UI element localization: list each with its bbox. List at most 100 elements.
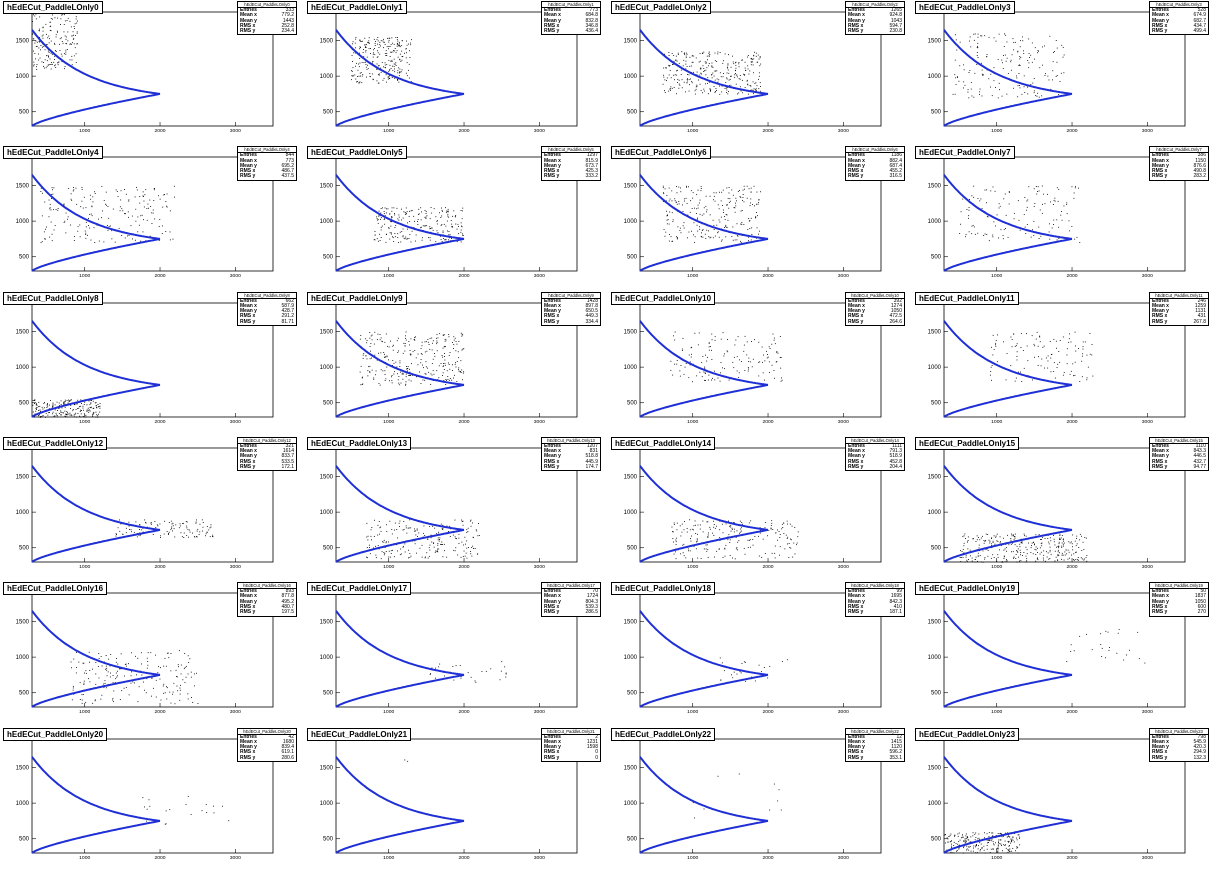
scatter-point bbox=[967, 89, 969, 91]
scatter-point bbox=[755, 89, 757, 91]
scatter-point bbox=[1005, 546, 1007, 548]
scatter-point bbox=[355, 47, 357, 49]
scatter-point bbox=[371, 338, 373, 340]
scatter-point bbox=[421, 341, 423, 343]
scatter-point bbox=[394, 213, 395, 215]
scatter-point bbox=[1022, 36, 1024, 38]
x-tick-label: 1000 bbox=[383, 564, 394, 570]
scatter-point bbox=[399, 53, 401, 55]
scatter-point bbox=[703, 371, 705, 372]
scatter-point bbox=[784, 548, 786, 550]
stats-label: Mean y bbox=[848, 453, 865, 460]
scatter-point bbox=[398, 43, 400, 45]
scatter-point bbox=[1026, 224, 1028, 226]
scatter-point bbox=[967, 838, 969, 840]
scatter-point bbox=[707, 83, 709, 84]
scatter-point bbox=[128, 525, 130, 527]
scatter-point bbox=[711, 333, 713, 335]
scatter-point bbox=[389, 45, 391, 47]
scatter-point bbox=[1010, 842, 1011, 844]
scatter-point bbox=[725, 236, 727, 238]
scatter-point bbox=[973, 197, 975, 199]
scatter-point bbox=[69, 414, 71, 416]
scatter-point bbox=[663, 67, 665, 69]
scatter-point bbox=[92, 196, 94, 198]
scatter-point bbox=[380, 71, 382, 73]
scatter-point bbox=[785, 534, 787, 536]
scatter-point bbox=[963, 542, 965, 544]
scatter-point bbox=[946, 836, 948, 838]
scatter-point bbox=[81, 200, 83, 202]
scatter-point bbox=[378, 46, 380, 48]
scatter-point bbox=[32, 404, 34, 406]
scatter-point bbox=[684, 53, 686, 55]
scatter-point bbox=[1019, 560, 1021, 562]
scatter-point bbox=[717, 232, 718, 234]
scatter-point bbox=[740, 241, 742, 243]
scatter-point bbox=[1000, 229, 1002, 231]
scatter-point bbox=[166, 698, 168, 700]
scatter-point bbox=[39, 28, 40, 30]
scatter-point bbox=[71, 699, 73, 701]
scatter-point bbox=[187, 673, 189, 675]
scatter-point bbox=[98, 405, 100, 407]
scatter-point bbox=[47, 402, 48, 404]
scatter-point bbox=[744, 369, 746, 371]
scatter-point bbox=[380, 558, 382, 559]
y-tick-label: 1500 bbox=[624, 329, 638, 335]
scatter-point bbox=[39, 413, 41, 415]
scatter-point bbox=[1138, 658, 1140, 660]
stats-value: 334.4 bbox=[585, 318, 598, 325]
scatter-point bbox=[63, 204, 65, 206]
stats-row-rms-x: RMS x 539.3 bbox=[542, 604, 600, 610]
scatter-point bbox=[434, 527, 436, 529]
scatter-point bbox=[386, 81, 387, 83]
scatter-point bbox=[461, 335, 463, 337]
scatter-point bbox=[435, 550, 437, 552]
scatter-point bbox=[190, 676, 192, 678]
scatter-point bbox=[964, 839, 966, 841]
histogram-pad: 1000 2000 3000 500 1000 1500 hEdECut_PaddleLOn… bbox=[304, 727, 608, 872]
scatter-point bbox=[39, 37, 41, 38]
scatter-point bbox=[46, 406, 48, 408]
scatter-point bbox=[762, 354, 764, 356]
scatter-point bbox=[147, 652, 149, 654]
scatter-point bbox=[754, 51, 756, 53]
scatter-point bbox=[438, 548, 440, 550]
scatter-point bbox=[697, 533, 698, 535]
scatter-point bbox=[173, 186, 175, 187]
scatter-point bbox=[131, 671, 133, 673]
scatter-point bbox=[963, 535, 965, 537]
scatter-point bbox=[728, 534, 730, 535]
scatter-point bbox=[434, 355, 436, 357]
plot-frame bbox=[639, 11, 882, 127]
upper-edge-curve bbox=[31, 755, 161, 822]
scatter-point bbox=[48, 42, 50, 44]
stats-label: RMS y bbox=[544, 28, 560, 35]
stats-box-title: hEdECut_PaddleLOnly20 bbox=[238, 729, 296, 735]
scatter-point bbox=[754, 83, 756, 85]
scatter-point bbox=[405, 339, 407, 341]
stats-box: hEdECut_PaddleLOnly23 Entries 798 Mean x 545… bbox=[1149, 727, 1209, 762]
scatter-point bbox=[367, 535, 369, 537]
scatter-point bbox=[74, 236, 76, 238]
scatter-point bbox=[1025, 546, 1027, 548]
scatter-points bbox=[989, 331, 1094, 382]
scatter-point bbox=[159, 678, 161, 680]
x-tick-label: 1000 bbox=[687, 273, 698, 279]
scatter-point bbox=[432, 230, 434, 232]
scatter-point bbox=[719, 221, 721, 223]
scatter-point bbox=[968, 71, 970, 73]
scatter-point bbox=[362, 74, 364, 75]
scatter-point bbox=[710, 89, 712, 91]
scatter-point bbox=[378, 210, 380, 212]
scatter-point bbox=[389, 556, 391, 558]
scatter-point bbox=[139, 535, 141, 536]
stats-value: 650.5 bbox=[585, 308, 598, 315]
scatter-point bbox=[699, 226, 701, 228]
scatter-point bbox=[995, 536, 997, 538]
scatter-point bbox=[404, 350, 406, 352]
scatter-point bbox=[201, 809, 203, 811]
